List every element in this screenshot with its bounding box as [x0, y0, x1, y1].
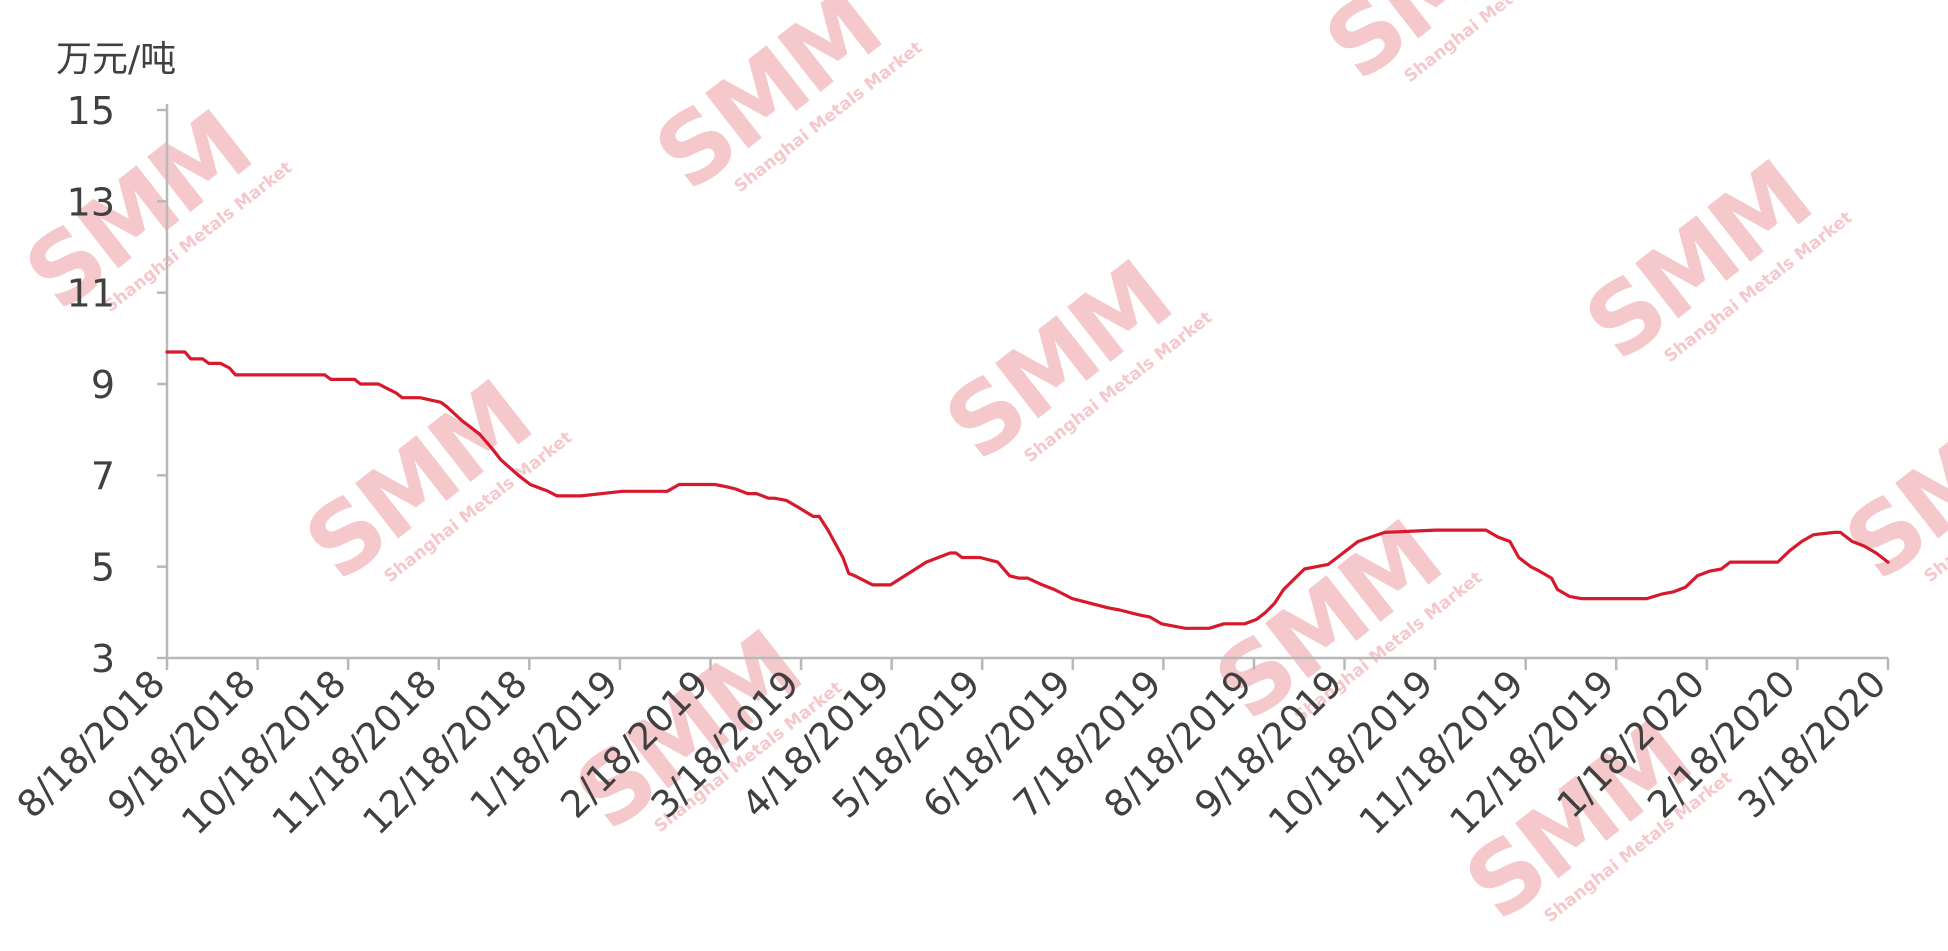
y-tick-label: 5 — [91, 546, 115, 590]
y-tick-label: 11 — [67, 272, 115, 316]
y-tick-label: 7 — [91, 454, 115, 498]
y-tick-label: 9 — [91, 363, 115, 407]
y-tick-label: 3 — [91, 637, 115, 681]
series-line — [165, 350, 1890, 630]
line-chart: 3 5 7 9 11 13 15 8/18/20189/18/201810/18/20181… — [9, 89, 1895, 843]
y-tick-label: 15 — [67, 89, 115, 133]
axes — [165, 104, 1888, 660]
series-layer — [165, 350, 1890, 630]
y-tick-label: 13 — [67, 180, 115, 224]
x-axis-ticks: 8/18/20189/18/201810/18/201811/18/201812… — [9, 658, 1894, 843]
y-axis-unit-label: 万元/吨 — [56, 39, 177, 80]
y-axis-ticks: 3 5 7 9 11 13 15 — [67, 89, 167, 681]
